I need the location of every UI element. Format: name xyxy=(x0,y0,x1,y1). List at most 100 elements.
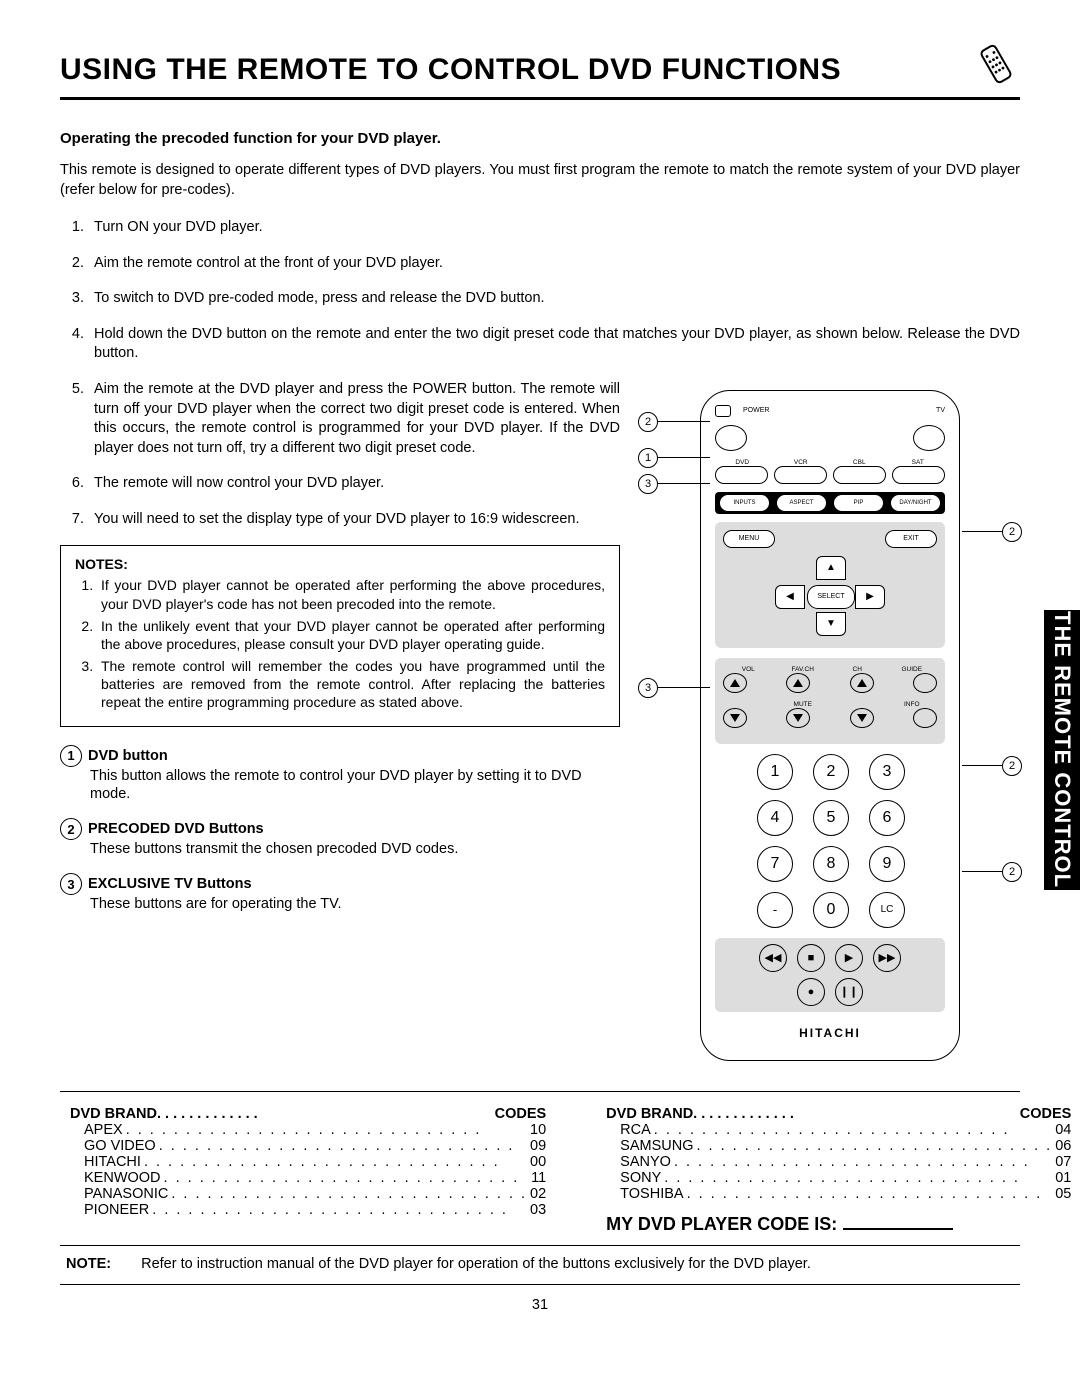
pause-button: ❙❙ xyxy=(835,978,863,1006)
power-button xyxy=(715,425,747,451)
button-descriptions: 1 DVD button This button allows the remot… xyxy=(60,745,620,914)
button-label: PRECODED DVD Buttons xyxy=(88,821,264,837)
play-button: ▶ xyxy=(835,944,863,972)
vol-label: VOL xyxy=(723,666,774,673)
select-button: SELECT xyxy=(807,585,855,609)
callout-num: 3 xyxy=(638,474,658,494)
number-pad: 1 2 3 4 5 6 7 8 9 - 0 LC xyxy=(715,754,945,928)
remote-diagram: POWER TV DVD VCR CBL SAT xyxy=(700,390,960,1061)
button-text: These buttons transmit the chosen precod… xyxy=(90,840,620,859)
code-row: APEX . . . . . . . . . . . . . . . . . .… xyxy=(70,1122,546,1138)
step-item: Aim the remote control at the front of y… xyxy=(88,254,1020,274)
rec-button: ● xyxy=(797,978,825,1006)
code-row: TOSHIBA . . . . . . . . . . . . . . . . … xyxy=(606,1186,1071,1202)
steps-list-cont: Aim the remote at the DVD player and pre… xyxy=(60,380,620,529)
button-label: DVD button xyxy=(88,747,168,763)
mode-button xyxy=(715,466,768,484)
code-row: GO VIDEO . . . . . . . . . . . . . . . .… xyxy=(70,1138,546,1154)
circled-num: 2 xyxy=(60,818,82,840)
num-key: - xyxy=(757,892,793,928)
code-row: KENWOOD . . . . . . . . . . . . . . . . … xyxy=(70,1170,546,1186)
mode-button xyxy=(833,466,886,484)
note-item: In the unlikely event that your DVD play… xyxy=(97,617,605,653)
func-button: INPUTS xyxy=(719,494,770,512)
mode-label: SAT xyxy=(891,459,946,466)
note-item: The remote control will remember the cod… xyxy=(97,657,605,712)
codes-table: DVD BRAND. . . . . . . . . . . . .CODES … xyxy=(60,1091,1020,1246)
subheading: Operating the precoded function for your… xyxy=(60,130,1020,147)
mode-button xyxy=(774,466,827,484)
left-button: ◀ xyxy=(775,585,805,609)
button-label: EXCLUSIVE TV Buttons xyxy=(88,876,252,892)
circled-num: 1 xyxy=(60,745,82,767)
callout-num: 2 xyxy=(1002,756,1022,776)
mode-button xyxy=(892,466,945,484)
notes-heading: NOTES: xyxy=(75,556,605,572)
code-row: HITACHI . . . . . . . . . . . . . . . . … xyxy=(70,1154,546,1170)
func-button: PIP xyxy=(833,494,884,512)
code-row: RCA . . . . . . . . . . . . . . . . . . … xyxy=(606,1122,1071,1138)
fav-up xyxy=(786,673,810,693)
callout-num: 2 xyxy=(1002,862,1022,882)
code-row: PIONEER . . . . . . . . . . . . . . . . … xyxy=(70,1202,546,1218)
menu-button: MENU xyxy=(723,530,775,548)
step-item: Turn ON your DVD player. xyxy=(88,218,1020,238)
ffwd-button: ▶▶ xyxy=(873,944,901,972)
step-item: Aim the remote at the DVD player and pre… xyxy=(88,380,620,458)
favch-label: FAV.CH xyxy=(778,666,829,673)
mode-label: VCR xyxy=(774,459,829,466)
mode-label: CBL xyxy=(832,459,887,466)
func-button: DAY/NIGHT xyxy=(890,494,941,512)
button-text: This button allows the remote to control… xyxy=(90,767,620,805)
codes-hdr-brand: DVD BRAND xyxy=(70,1106,157,1122)
guide-btn xyxy=(913,673,937,693)
ch-up xyxy=(850,673,874,693)
code-row: SAMSUNG . . . . . . . . . . . . . . . . … xyxy=(606,1138,1071,1154)
code-row: SANYO . . . . . . . . . . . . . . . . . … xyxy=(606,1154,1071,1170)
mute-btn xyxy=(786,708,810,728)
button-text: These buttons are for operating the TV. xyxy=(90,895,620,914)
num-key: 7 xyxy=(757,846,793,882)
page-number: 31 xyxy=(60,1297,1020,1313)
num-key: 0 xyxy=(813,892,849,928)
dpad: ▲ ▼ ◀ ▶ SELECT xyxy=(755,556,905,636)
circled-num: 3 xyxy=(60,873,82,895)
power-label: POWER xyxy=(737,407,930,414)
led-icon xyxy=(715,405,731,417)
intro-text: This remote is designed to operate diffe… xyxy=(60,161,1020,200)
notes-box: NOTES: If your DVD player cannot be oper… xyxy=(60,545,620,726)
page-title: USING THE REMOTE TO CONTROL DVD FUNCTION… xyxy=(60,53,841,87)
step-item: Hold down the DVD button on the remote a… xyxy=(88,325,1020,364)
num-key: 8 xyxy=(813,846,849,882)
steps-list: Turn ON your DVD player. Aim the remote … xyxy=(60,218,1020,364)
vol-dn xyxy=(723,708,747,728)
func-button: ASPECT xyxy=(776,494,827,512)
side-tab: THE REMOTE CONTROL xyxy=(1044,610,1080,890)
tv-label: TV xyxy=(936,407,945,414)
guide-label: GUIDE xyxy=(887,666,938,673)
mode-label: DVD xyxy=(715,459,770,466)
ch-label: CH xyxy=(832,666,883,673)
callout-num: 1 xyxy=(638,448,658,468)
brand-logo: HITACHI xyxy=(715,1026,945,1040)
mute-label: MUTE xyxy=(778,701,829,708)
my-code-label: MY DVD PLAYER CODE IS: xyxy=(606,1214,1071,1235)
callout-num: 2 xyxy=(1002,522,1022,542)
codes-hdr-brand: DVD BRAND xyxy=(606,1106,693,1122)
num-key: 4 xyxy=(757,800,793,836)
final-note-label: NOTE: xyxy=(66,1256,111,1272)
num-key: 5 xyxy=(813,800,849,836)
down-button: ▼ xyxy=(816,612,846,636)
num-key: LC xyxy=(869,892,905,928)
num-key: 6 xyxy=(869,800,905,836)
step-item: To switch to DVD pre-coded mode, press a… xyxy=(88,289,1020,309)
info-label: INFO xyxy=(887,701,938,708)
stop-button: ■ xyxy=(797,944,825,972)
note-item: If your DVD player cannot be operated af… xyxy=(97,576,605,612)
num-key: 3 xyxy=(869,754,905,790)
step-item: You will need to set the display type of… xyxy=(88,510,620,530)
code-row: PANASONIC . . . . . . . . . . . . . . . … xyxy=(70,1186,546,1202)
code-row: SONY . . . . . . . . . . . . . . . . . .… xyxy=(606,1170,1071,1186)
num-key: 1 xyxy=(757,754,793,790)
up-button: ▲ xyxy=(816,556,846,580)
